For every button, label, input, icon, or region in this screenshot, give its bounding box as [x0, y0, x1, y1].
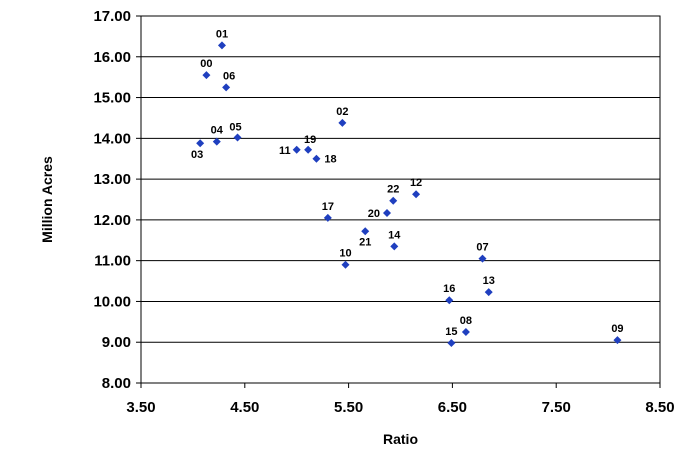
x-tick-label: 6.50 — [438, 399, 467, 416]
point-label-08: 08 — [460, 315, 472, 327]
y-axis-title: Million Acres — [39, 156, 55, 243]
y-tick-labels: 8.00 9.00 10.00 11.00 12.00 13.00 14.00 15.00 16… — [93, 8, 131, 392]
data-point-22 — [389, 196, 398, 205]
data-point-11 — [292, 145, 301, 154]
point-label-03: 03 — [191, 149, 203, 161]
data-point-05 — [233, 133, 242, 142]
data-point-16 — [445, 296, 454, 305]
data-point-04 — [212, 137, 221, 146]
data-point-18 — [312, 154, 321, 163]
y-tick-label: 11.00 — [94, 253, 131, 270]
y-tick-label: 10.00 — [93, 293, 131, 310]
point-label-15: 15 — [445, 326, 457, 338]
point-label-01: 01 — [216, 28, 228, 40]
data-point-15 — [447, 339, 456, 348]
point-label-20: 20 — [368, 208, 380, 220]
point-label-18: 18 — [324, 154, 336, 166]
data-point-00 — [202, 71, 211, 80]
y-tick-label: 15.00 — [93, 90, 131, 107]
data-point-02 — [338, 118, 347, 127]
point-label-00: 00 — [200, 58, 212, 70]
point-label-13: 13 — [483, 275, 495, 287]
x-tick-label: 7.50 — [542, 399, 571, 416]
point-label-02: 02 — [336, 106, 348, 118]
gridlines — [141, 15, 660, 343]
point-label-16: 16 — [443, 283, 455, 295]
point-label-05: 05 — [229, 122, 241, 134]
axes — [136, 15, 661, 388]
point-label-10: 10 — [339, 248, 351, 260]
data-points: 00 01 02 03 04 05 06 07 08 09 10 11 12 13 14 15 16 17 18 19… — [191, 28, 624, 348]
data-point-19 — [304, 145, 313, 154]
data-point-07 — [478, 254, 487, 263]
point-label-11: 11 — [279, 145, 291, 157]
x-tick-label: 3.50 — [126, 399, 155, 416]
y-tick-label: 13.00 — [93, 171, 131, 188]
data-point-21 — [361, 227, 370, 236]
point-label-04: 04 — [211, 125, 224, 137]
x-axis-title: Ratio — [383, 431, 418, 447]
x-tick-label: 4.50 — [230, 399, 259, 416]
point-label-17: 17 — [322, 201, 334, 213]
point-label-06: 06 — [223, 70, 235, 82]
point-label-07: 07 — [476, 242, 488, 254]
point-label-14: 14 — [388, 229, 401, 241]
plot-border — [140, 15, 661, 384]
data-point-17 — [323, 213, 332, 222]
point-label-19: 19 — [304, 134, 316, 146]
data-point-10 — [341, 260, 350, 269]
point-label-22: 22 — [387, 184, 399, 196]
data-point-13 — [484, 288, 493, 297]
data-point-20 — [383, 208, 392, 217]
data-point-14 — [390, 242, 399, 251]
point-label-09: 09 — [611, 323, 623, 335]
point-label-12: 12 — [410, 177, 422, 189]
y-tick-label: 17.00 — [93, 8, 131, 25]
x-tick-labels: 3.50 4.50 5.50 6.50 7.50 8.50 — [126, 399, 674, 416]
x-tick-label: 5.50 — [334, 399, 363, 416]
data-point-06 — [222, 83, 231, 92]
y-tick-label: 9.00 — [102, 334, 131, 351]
y-tick-label: 12.00 — [93, 212, 131, 229]
y-tick-label: 8.00 — [102, 375, 131, 392]
y-tick-label: 16.00 — [93, 49, 131, 66]
data-point-08 — [461, 328, 470, 337]
data-point-12 — [412, 190, 421, 199]
point-label-21: 21 — [359, 236, 371, 248]
data-point-09 — [613, 336, 622, 345]
data-point-01 — [217, 41, 226, 50]
y-tick-label: 14.00 — [93, 130, 131, 147]
data-point-03 — [196, 139, 205, 148]
x-tick-label: 8.50 — [645, 399, 674, 416]
